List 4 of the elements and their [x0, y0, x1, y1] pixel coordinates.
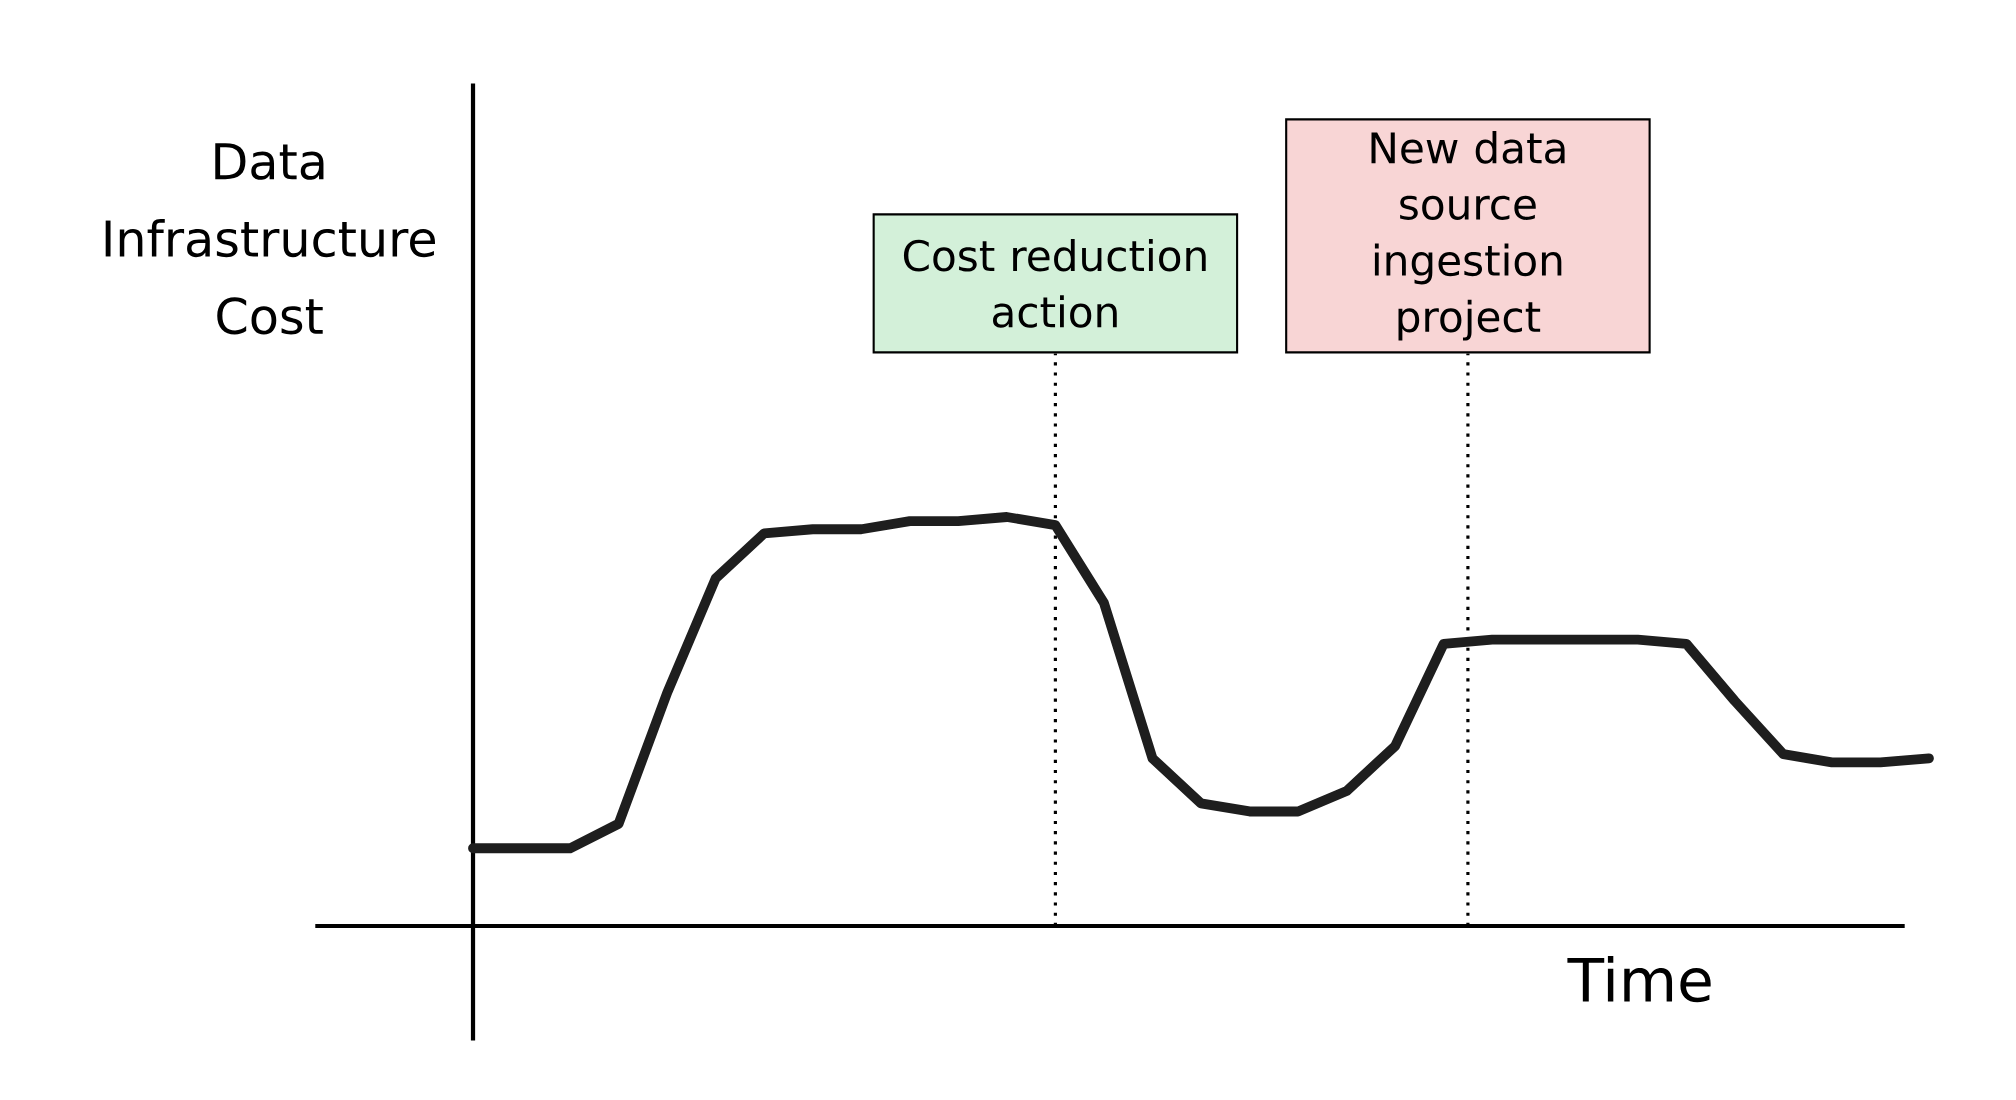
text: Cost reduction action: [903, 238, 1206, 328]
y-axis-title: Data Infrastructure Cost: [105, 143, 435, 335]
x-axis-title: Time: [1567, 956, 1711, 1003]
text: New data source ingestion project: [1371, 131, 1565, 341]
